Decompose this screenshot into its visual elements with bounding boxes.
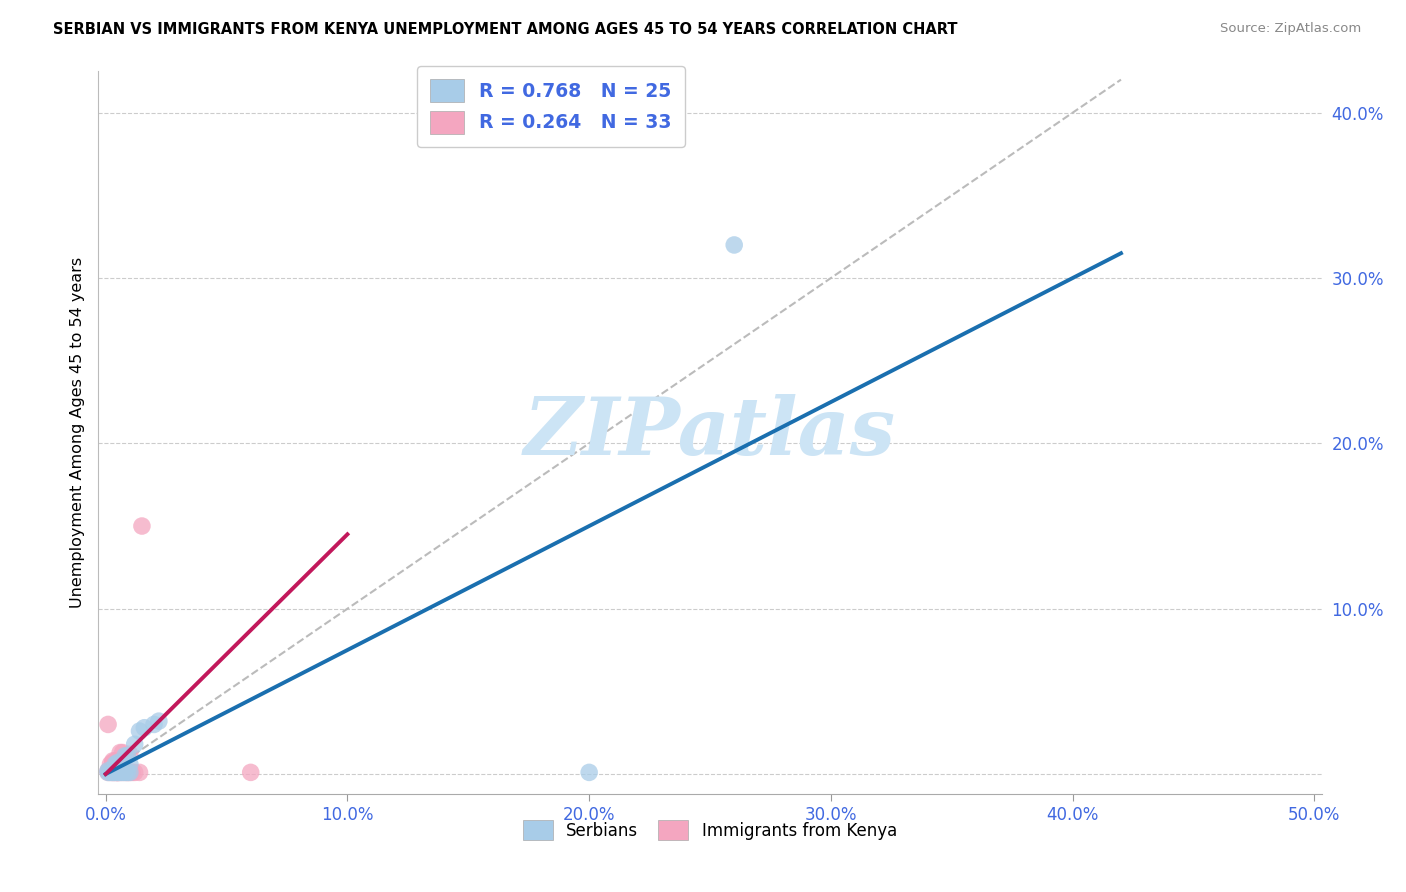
Point [107,765,129,780]
Point [128,724,150,739]
Point [578,765,600,780]
Point [101,765,124,780]
Point [107,756,129,770]
Text: Source: ZipAtlas.com: Source: ZipAtlas.com [1220,22,1361,36]
Point [104,765,127,780]
Point [101,765,124,780]
Point [107,756,129,770]
Point [131,519,153,533]
Point [108,765,131,780]
Point [118,765,141,780]
Point [118,765,141,780]
Point [108,746,131,760]
Point [121,765,143,780]
Point [111,765,134,780]
Point [239,765,262,780]
Point [97,717,120,731]
Point [124,737,146,751]
Point [108,757,131,772]
Point [104,765,127,780]
Point [107,765,129,780]
Point [111,765,134,780]
Point [101,756,124,770]
Point [107,765,129,780]
Point [148,714,170,728]
Point [723,238,745,252]
Point [114,765,136,780]
Point [107,765,129,780]
Point [124,765,146,780]
Point [101,765,124,780]
Point [128,765,150,780]
Point [101,764,124,778]
Point [97,764,120,778]
Point [107,765,129,780]
Point [118,747,141,762]
Point [100,765,122,780]
Text: SERBIAN VS IMMIGRANTS FROM KENYA UNEMPLOYMENT AMONG AGES 45 TO 54 YEARS CORRELAT: SERBIAN VS IMMIGRANTS FROM KENYA UNEMPLO… [53,22,957,37]
Point [97,764,120,778]
Point [104,765,127,780]
Y-axis label: Unemployment Among Ages 45 to 54 years: Unemployment Among Ages 45 to 54 years [69,257,84,608]
Point [143,717,166,731]
Point [100,757,122,772]
Point [108,765,131,780]
Point [114,748,136,763]
Point [117,765,139,780]
Point [97,765,120,780]
Point [100,765,122,780]
Text: ZIPatlas: ZIPatlas [524,394,896,471]
Point [114,765,136,780]
Point [117,748,139,763]
Point [104,757,127,772]
Point [117,765,139,780]
Point [134,721,156,735]
Point [101,756,124,770]
Point [104,754,127,768]
Legend: Serbians, Immigrants from Kenya: Serbians, Immigrants from Kenya [516,814,904,847]
Point [111,746,134,760]
Point [101,754,124,768]
Point [118,757,141,772]
Point [117,765,139,780]
Point [97,765,120,780]
Point [107,756,129,770]
